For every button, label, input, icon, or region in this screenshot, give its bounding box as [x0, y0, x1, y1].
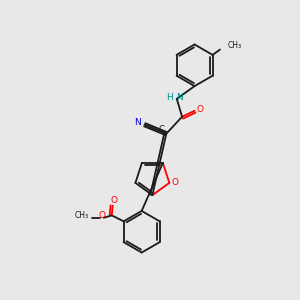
Text: CH₃: CH₃: [228, 41, 242, 50]
Text: O: O: [99, 212, 106, 220]
Text: N: N: [134, 118, 140, 127]
Text: O: O: [172, 178, 179, 188]
Text: CH₃: CH₃: [74, 212, 88, 220]
Text: H: H: [166, 94, 173, 103]
Text: C: C: [158, 125, 164, 134]
Text: O: O: [196, 105, 203, 114]
Text: N: N: [176, 94, 183, 103]
Text: O: O: [110, 196, 117, 205]
